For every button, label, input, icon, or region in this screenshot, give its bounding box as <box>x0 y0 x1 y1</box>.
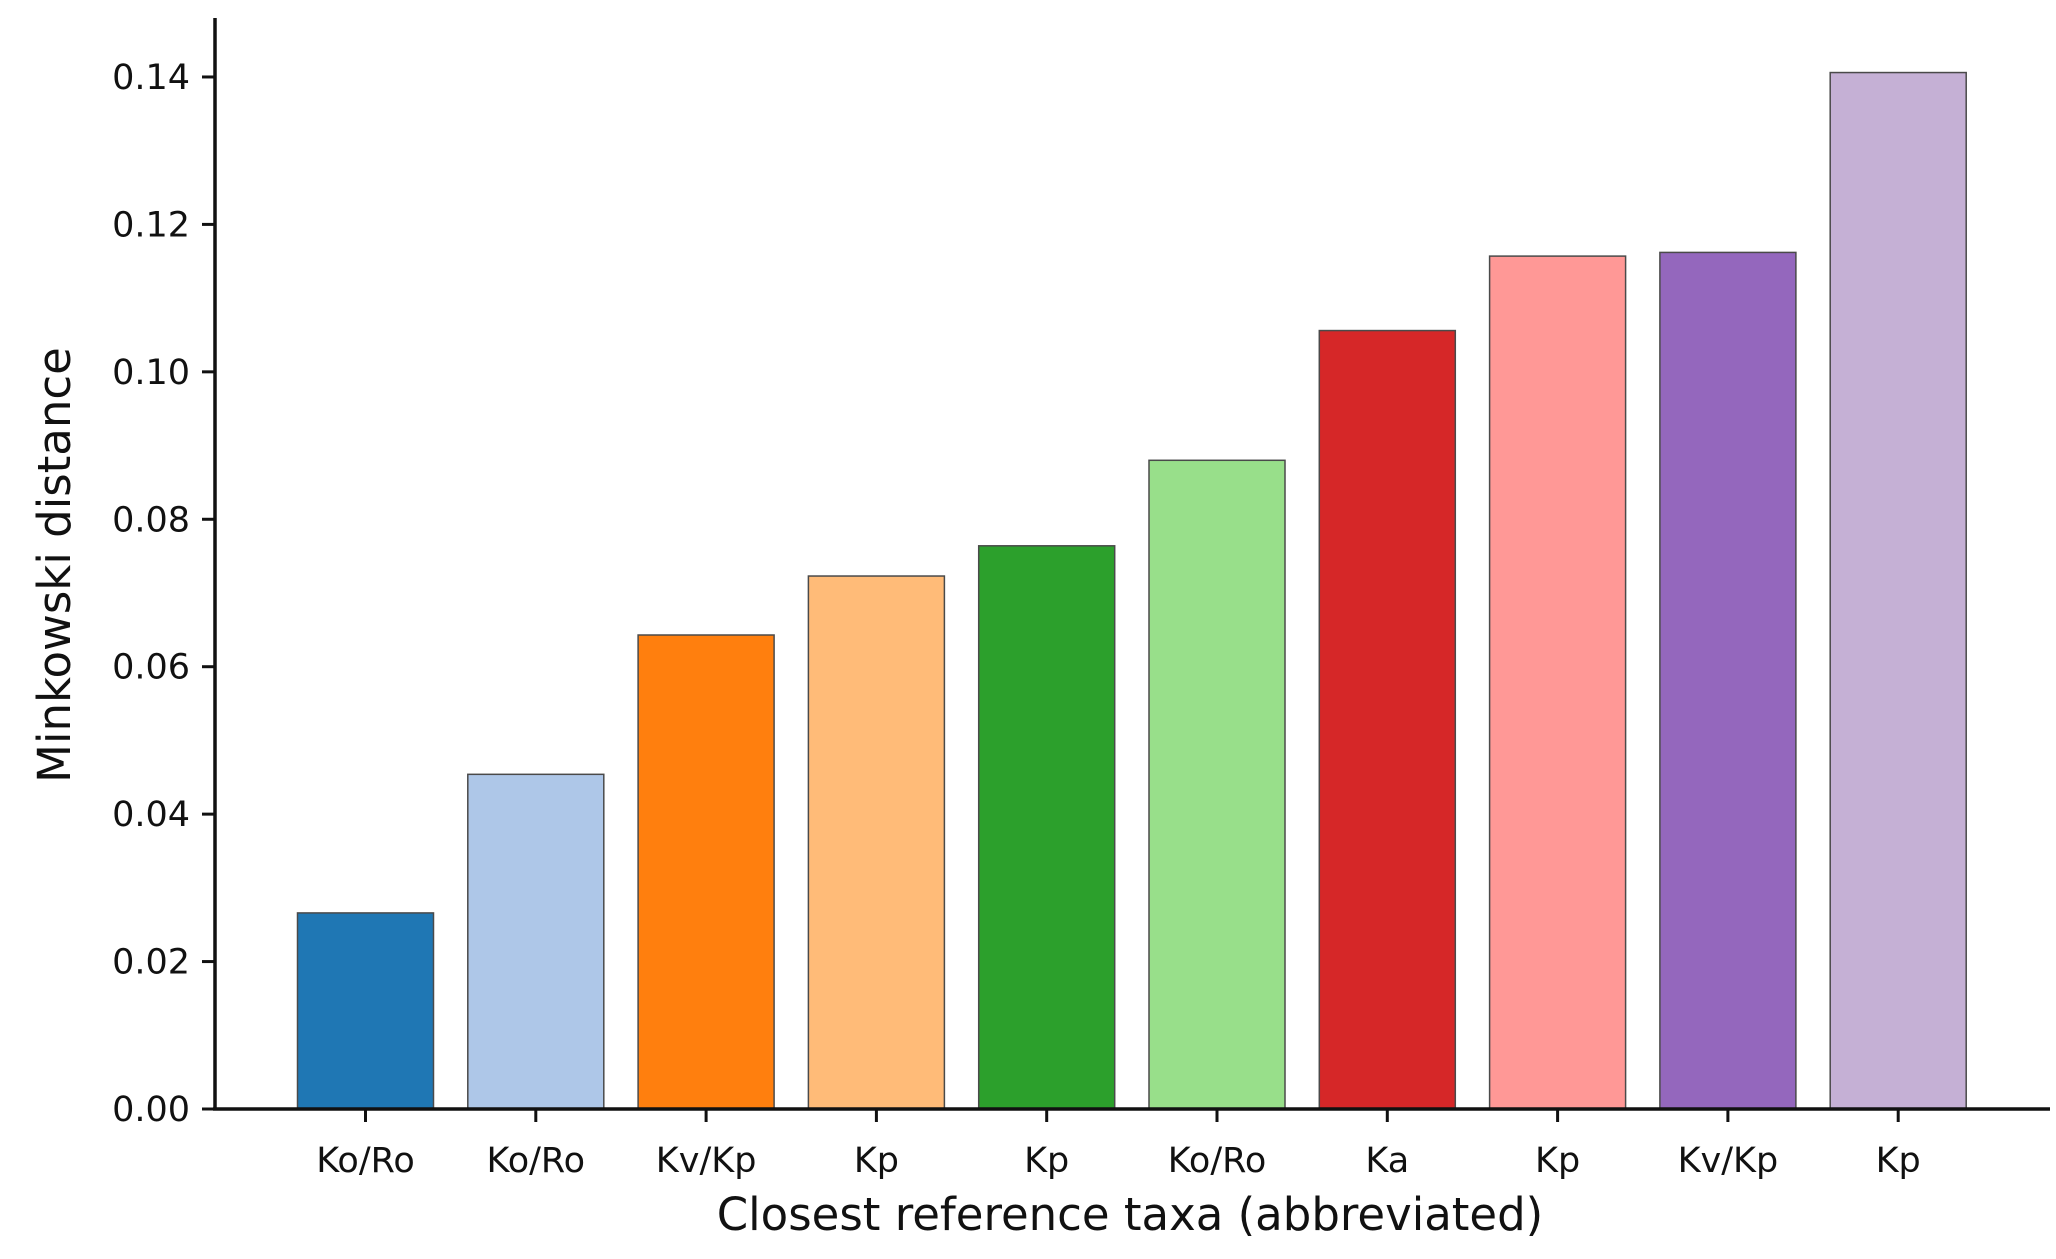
bar-3 <box>637 634 775 1110</box>
bar-6 <box>1148 459 1286 1110</box>
bar-5 <box>977 545 1116 1110</box>
y-tick-label: 0.02 <box>112 943 190 983</box>
x-tick-label: Kp <box>1535 1141 1580 1181</box>
y-axis-ticks: 0.00 0.02 0.04 0.06 0.08 0.10 0.12 0.14 <box>112 58 215 1130</box>
y-tick-label: 0.12 <box>112 205 190 245</box>
bar-8 <box>1488 255 1627 1110</box>
x-tick-label: Kp <box>1876 1141 1921 1181</box>
bar-2 <box>467 773 605 1110</box>
x-tick-label: Ko/Ro <box>1168 1141 1267 1181</box>
x-tick-label: Kp <box>854 1141 899 1181</box>
bar-7 <box>1318 329 1457 1110</box>
bars-group <box>296 71 1967 1110</box>
y-tick-label: 0.04 <box>112 795 190 835</box>
y-tick-label: 0.00 <box>112 1090 190 1130</box>
y-tick-label: 0.08 <box>112 500 190 540</box>
y-tick-label: 0.14 <box>112 58 190 98</box>
bar-4 <box>807 575 946 1110</box>
y-tick-label: 0.10 <box>112 353 190 393</box>
x-tick-label: Ka <box>1365 1141 1409 1181</box>
x-tick-label: Kv/Kp <box>1678 1141 1779 1181</box>
x-tick-label: Kv/Kp <box>656 1141 757 1181</box>
x-tick-label: Kp <box>1024 1141 1069 1181</box>
x-axis-label: Closest reference taxa (abbreviated) <box>717 1188 1544 1241</box>
bar-10 <box>1829 71 1967 1110</box>
x-tick-label: Ko/Ro <box>316 1141 415 1181</box>
y-axis-label: Minkowski distance <box>28 347 81 783</box>
bar-1 <box>296 912 435 1110</box>
x-tick-label: Ko/Ro <box>487 1141 586 1181</box>
y-tick-label: 0.06 <box>112 648 190 688</box>
bar-9 <box>1659 251 1797 1110</box>
x-axis-ticks: Ko/Ro Ko/Ro Kv/Kp Kp Kp Ko/Ro Ka Kp Kv/Kp Kp <box>316 1109 1921 1181</box>
